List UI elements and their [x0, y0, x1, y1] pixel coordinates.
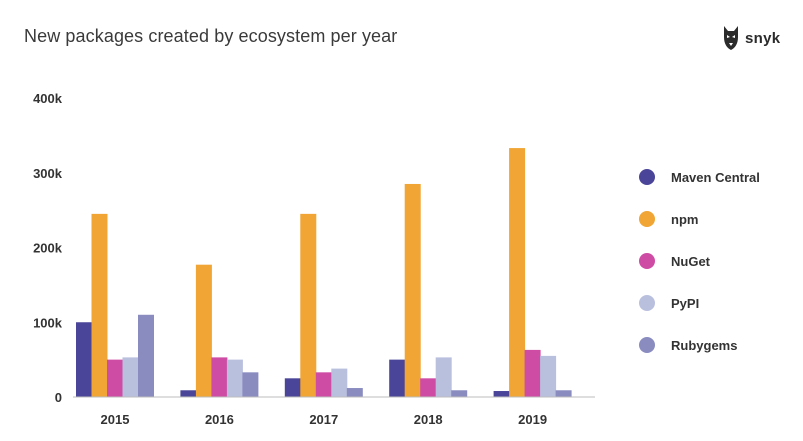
legend-label: npm [671, 212, 698, 227]
bar-nuget-2015 [107, 359, 123, 397]
bar-npm-2018 [404, 183, 421, 397]
y-axis-ticks: 0 100k 200k 300k 400k [33, 91, 63, 405]
legend-swatch-rubygems [639, 337, 655, 353]
x-tick-label: 2019 [518, 412, 547, 427]
legend-label: Rubygems [671, 338, 737, 353]
legend-label: Maven Central [671, 170, 760, 185]
x-axis-ticks: 2015 2016 2017 2018 2019 [101, 412, 548, 427]
legend-swatch-nuget [639, 253, 655, 269]
legend-swatch-pypi [639, 295, 655, 311]
bar-maven-central-2019 [493, 391, 510, 397]
bars [76, 148, 572, 397]
legend-swatch-npm [639, 211, 655, 227]
x-tick-label: 2015 [101, 412, 130, 427]
y-tick-label: 300k [33, 166, 63, 181]
bar-nuget-2018 [420, 378, 437, 397]
legend: Maven Central npm NuGet PyPI Rubygems [639, 169, 760, 353]
y-tick-label: 100k [33, 315, 63, 330]
bar-rubygems-2019 [555, 390, 572, 397]
bar-maven-central-2016 [180, 390, 197, 397]
bar-pypi-2017 [331, 368, 348, 397]
bar-npm-2016 [195, 264, 212, 397]
bar-rubygems-2018 [451, 390, 468, 397]
bar-maven-central-2018 [389, 359, 406, 397]
snyk-dog-icon [724, 26, 738, 50]
bar-nuget-2019 [524, 349, 541, 397]
legend-label: PyPI [671, 296, 699, 311]
logo-wordmark: snyk [745, 29, 781, 47]
bar-nuget-2017 [315, 372, 332, 397]
bar-npm-2015 [91, 213, 108, 397]
bar-rubygems-2015 [138, 314, 154, 397]
bar-nuget-2016 [211, 357, 228, 397]
legend-label: NuGet [671, 254, 711, 269]
bar-pypi-2018 [435, 357, 452, 397]
bar-maven-central-2015 [76, 322, 92, 397]
y-tick-label: 0 [55, 390, 62, 405]
x-tick-label: 2017 [309, 412, 338, 427]
bar-pypi-2015 [122, 357, 139, 397]
bar-rubygems-2017 [346, 388, 363, 397]
legend-swatch-maven-central [639, 169, 655, 185]
bar-pypi-2019 [540, 355, 557, 397]
y-tick-label: 400k [33, 91, 63, 106]
y-tick-label: 200k [33, 241, 63, 256]
bar-npm-2017 [300, 213, 317, 397]
bar-rubygems-2016 [242, 372, 259, 397]
x-tick-label: 2018 [414, 412, 443, 427]
bar-npm-2019 [509, 148, 526, 397]
bar-pypi-2016 [226, 359, 243, 397]
bar-maven-central-2017 [284, 378, 301, 397]
chart-title: New packages created by ecosystem per ye… [24, 26, 398, 46]
snyk-logo: snyk [722, 24, 780, 52]
x-tick-label: 2016 [205, 412, 234, 427]
